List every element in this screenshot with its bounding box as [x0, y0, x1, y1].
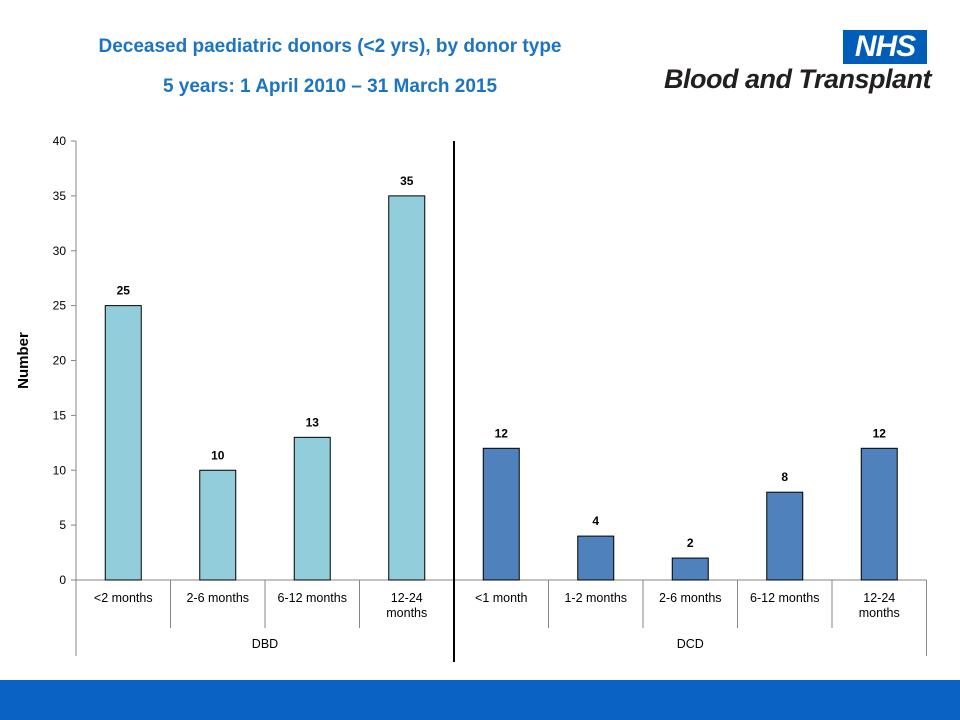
y-tick-label: 0: [59, 573, 66, 587]
bar: [482, 447, 520, 581]
data-label: 25: [117, 284, 131, 298]
group-label: DCD: [677, 637, 704, 651]
x-tick-label: 6-12 months: [750, 591, 819, 605]
y-tick-label: 10: [53, 463, 67, 477]
y-tick-label: 30: [53, 244, 67, 258]
data-label: 13: [306, 415, 320, 429]
bar: [671, 557, 709, 581]
bar: [199, 469, 237, 581]
data-label: 8: [781, 470, 788, 484]
x-tick-label: 2-6 months: [659, 591, 722, 605]
bar: [388, 195, 426, 581]
y-tick-label: 5: [59, 518, 66, 532]
chart-subtitle: 5 years: 1 April 2010 – 31 March 2015: [162, 76, 498, 97]
x-tick-label: <1 month: [475, 591, 528, 605]
logo-name: Blood and Transplant: [663, 64, 932, 94]
y-tick-label: 35: [53, 189, 67, 203]
x-tick-label: 2-6 months: [186, 591, 249, 605]
bar: [860, 447, 898, 581]
nhs-badge: NHS: [843, 30, 927, 64]
x-tick-label: <2 months: [94, 591, 153, 605]
data-label: 2: [687, 536, 694, 550]
data-label: 35: [400, 174, 414, 188]
x-tick-label: 12-24 months: [386, 591, 427, 620]
y-axis-title: Number: [15, 332, 32, 389]
bar: [104, 305, 142, 581]
bar: [766, 491, 804, 581]
footer-bar: [0, 680, 960, 720]
chart-title: Deceased paediatric donors (<2 yrs), by …: [98, 36, 562, 57]
y-tick-label: 20: [53, 354, 67, 368]
y-tick-label: 15: [53, 408, 67, 422]
y-tick-label: 40: [53, 134, 67, 148]
data-label: 4: [592, 514, 599, 528]
x-tick-label: 1-2 months: [564, 591, 627, 605]
x-tick-label: 12-24 months: [859, 591, 900, 620]
bar: [293, 436, 331, 581]
y-tick-label: 25: [53, 299, 67, 313]
data-label: 12: [873, 426, 887, 440]
group-label: DBD: [252, 637, 278, 651]
data-label: 12: [495, 426, 509, 440]
nhsbt-logo: NHS Blood and Transplant: [655, 30, 935, 100]
data-label: 10: [211, 448, 225, 462]
x-tick-label: 6-12 months: [278, 591, 347, 605]
bar: [577, 535, 615, 581]
bar-chart: 0 5 10 15 20 25 30 35 40 Number 25 <2 months 10 2-6 m…: [15, 134, 927, 662]
